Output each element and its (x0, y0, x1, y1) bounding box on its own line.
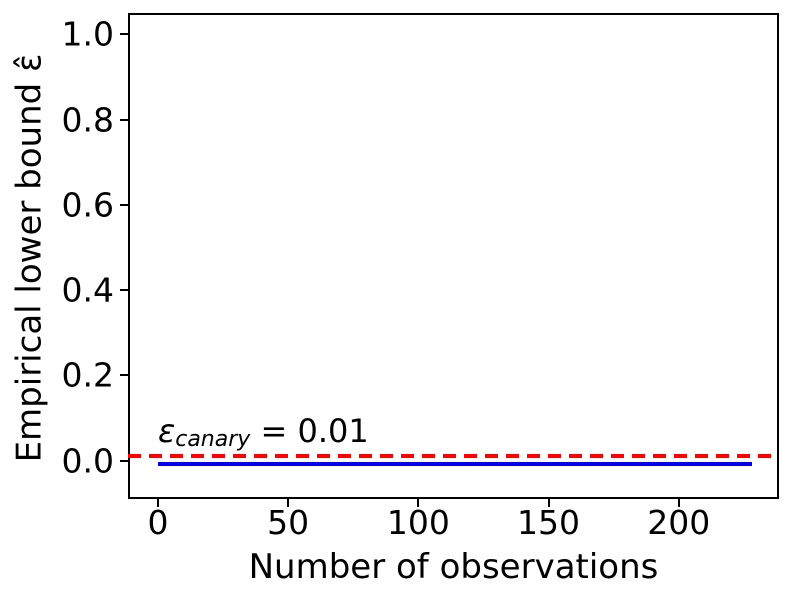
y-tick-mark (120, 459, 128, 462)
x-tick-label: 100 (386, 503, 450, 542)
x-tick-label: 0 (147, 503, 169, 542)
y-tick-label: 0.8 (61, 100, 114, 140)
y-tick-mark (120, 118, 128, 121)
y-tick-label: 1.0 (61, 14, 114, 54)
y-tick-mark (120, 203, 128, 206)
y-tick-label: 0.4 (61, 270, 114, 310)
x-tick-label: 200 (647, 503, 711, 542)
x-tick-mark (677, 499, 680, 507)
y-tick-mark (120, 289, 128, 292)
y-tick-label: 0.2 (61, 355, 114, 395)
plot-area (128, 13, 779, 499)
x-tick-mark (547, 499, 550, 507)
y-tick-mark (120, 33, 128, 36)
epsilon-canary-annotation: εcanary = 0.01 (157, 411, 369, 453)
annotation-equals-value: = 0.01 (250, 411, 369, 450)
x-tick-mark (287, 499, 290, 507)
x-tick-label: 50 (267, 503, 310, 542)
empirical-lower-bound-line (157, 462, 752, 467)
y-tick-label: 0.0 (61, 441, 114, 481)
x-axis-label: Number of observations (248, 547, 659, 587)
annotation-subscript: canary (175, 427, 251, 453)
y-tick-label: 0.6 (61, 185, 114, 225)
x-tick-mark (417, 499, 420, 507)
annotation-epsilon-symbol: ε (157, 411, 176, 450)
x-tick-mark (156, 499, 159, 507)
canary-threshold-line (128, 454, 779, 459)
y-tick-mark (120, 374, 128, 377)
y-axis-label: Empirical lower bound ε̂ (9, 53, 50, 463)
x-tick-label: 150 (517, 503, 581, 542)
